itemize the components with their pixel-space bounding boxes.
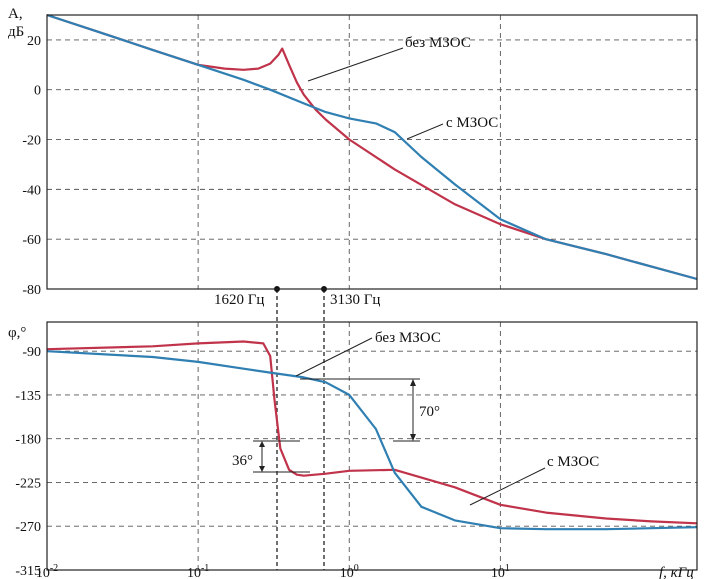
magnitude-series-without-feedback-line: [46, 13, 698, 281]
freq1-label: 1620 Гц: [214, 292, 264, 308]
top-bez-leader: [307, 47, 404, 82]
phase-plot-frame: [46, 321, 698, 571]
magnitude-ytick-label: -60: [22, 233, 41, 248]
dim36-label: 36°: [232, 453, 253, 469]
phase-ytick-label: -135: [15, 389, 41, 404]
phase-ytick-label: -90: [22, 345, 41, 360]
magnitude-ytick-label: -80: [22, 283, 41, 298]
dim70-arrowhead-bottom: [410, 434, 416, 441]
phase-ytick-label: -225: [15, 476, 41, 491]
dim36-arrowhead-bottom: [259, 466, 265, 472]
bot-s-annotation: с МЗОС: [547, 454, 599, 470]
phase-ylabel: φ,°: [8, 325, 26, 341]
frequency-xlabel: f, кГц: [659, 565, 694, 579]
phase-xtick-label: 10-2: [36, 563, 58, 579]
phase-xtick-label: 10-1: [187, 563, 209, 579]
phase-ytick-label: -315: [15, 564, 41, 579]
phase-ytick-label: -180: [15, 433, 41, 448]
magnitude-series-with-feedback-line: [46, 13, 698, 281]
phase-series-with-feedback-line: [46, 350, 698, 531]
dim70-label: 70°: [419, 404, 440, 420]
phase-ytick-label: -270: [15, 520, 41, 535]
magnitude-ytick-label: 0: [34, 84, 41, 99]
bot-s-leader: [469, 467, 546, 506]
dim36-arrowhead-top: [259, 441, 265, 447]
dim70-arrowhead-top: [410, 379, 416, 386]
magnitude-plot-frame: [46, 14, 698, 290]
magnitude-grid: [47, 15, 697, 289]
top-s-annotation: с МЗОС: [446, 115, 498, 131]
top-bez-annotation: без МЗОС: [405, 35, 471, 51]
magnitude-ytick-label: 20: [27, 34, 41, 49]
phase-grid: [47, 322, 697, 570]
phase-xtick-label: 101: [491, 563, 510, 579]
series-group: [46, 13, 698, 531]
magnitude-ylabel-line1: A,: [8, 6, 23, 22]
freq2-label: 3130 Гц: [330, 292, 380, 308]
phase-xtick-label: 100: [340, 563, 359, 579]
tick-labels: 200-20-40-60-80-90-135-180-225-270-31510…: [15, 34, 510, 579]
bot-bez-annotation: без МЗОС: [375, 330, 441, 346]
magnitude-ytick-label: -20: [22, 134, 41, 149]
magnitude-ylabel-line2: дБ: [8, 24, 24, 40]
magnitude-ytick-label: -40: [22, 183, 41, 198]
phase-series-without-feedback-line: [46, 340, 698, 525]
top-s-leader: [406, 123, 444, 140]
bot-bez-leader: [295, 337, 373, 377]
